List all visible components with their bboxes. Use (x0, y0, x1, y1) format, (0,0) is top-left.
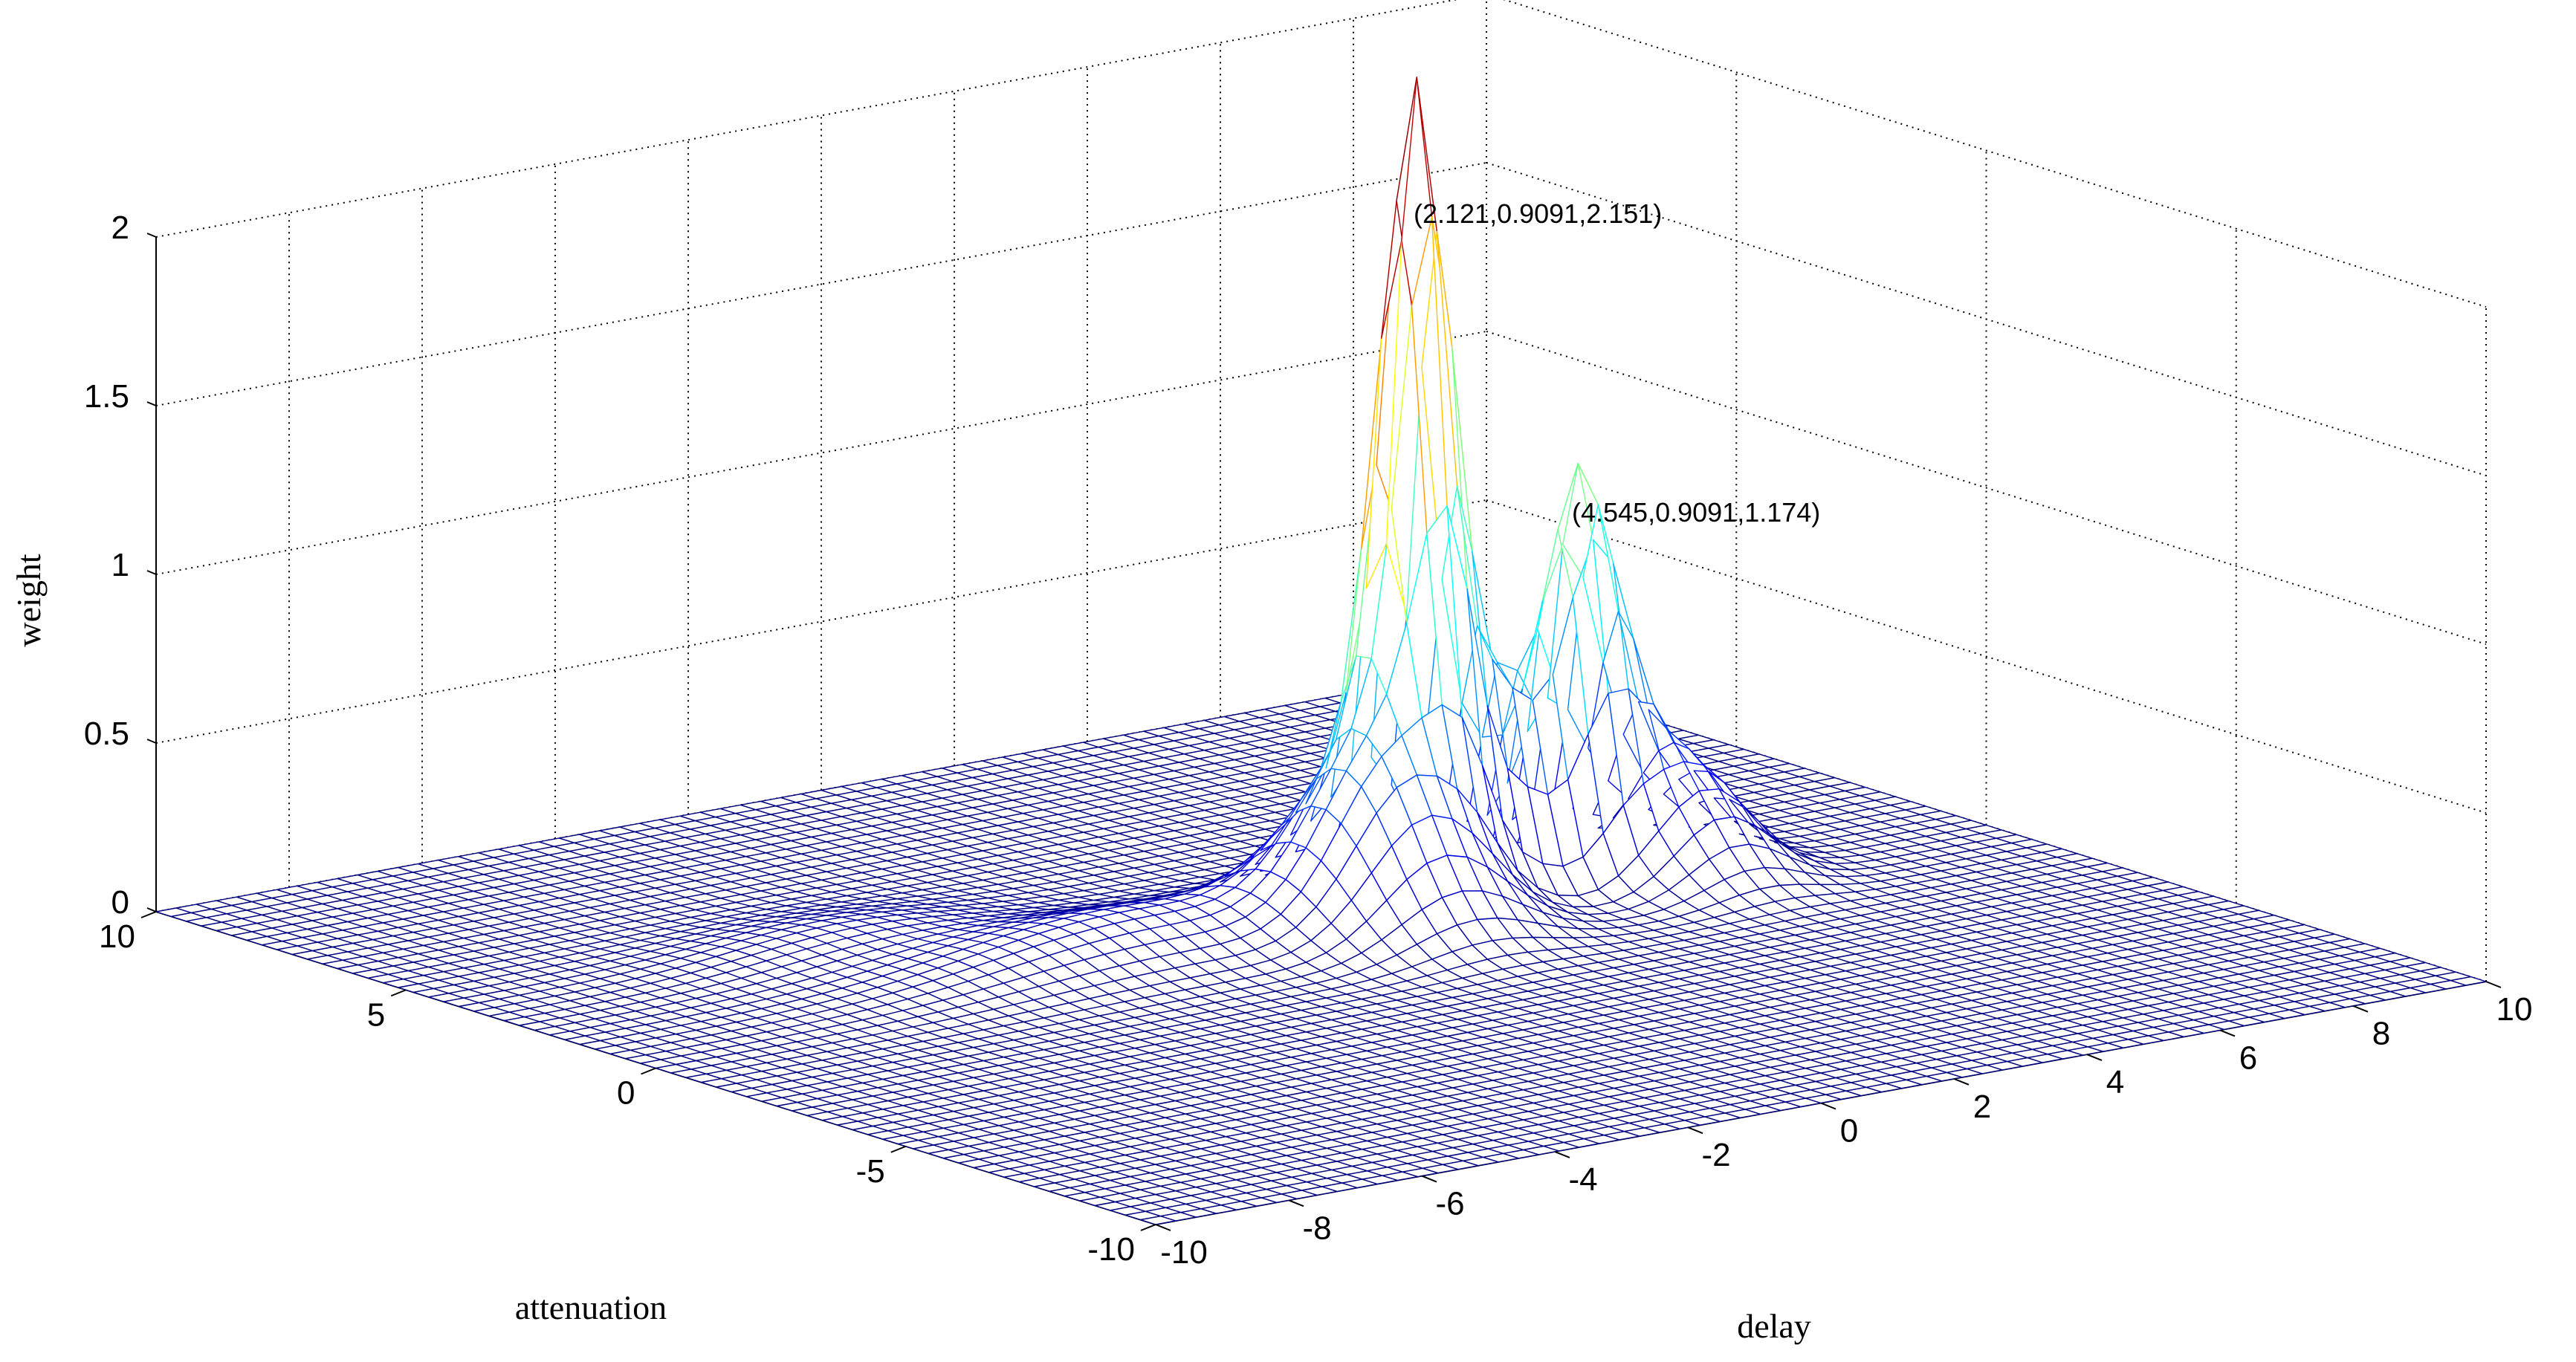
y-tick-label: 0 (617, 1075, 635, 1112)
x-tick-label: -8 (1302, 1210, 1331, 1246)
y-tick-label: 5 (367, 996, 385, 1033)
y-tick (140, 911, 157, 918)
x-tick (1288, 1199, 1304, 1207)
y-tick-label: -10 (1087, 1231, 1135, 1268)
x-tick-label: -10 (1160, 1234, 1208, 1271)
y-axis-label: attenuation (515, 1288, 667, 1326)
grid-line (1486, 499, 2487, 814)
surface-mesh (155, 77, 2487, 1225)
x-tick-label: 2 (1973, 1089, 1991, 1125)
z-tick (146, 401, 157, 406)
y-tick (390, 989, 407, 997)
x-tick-label: 10 (2496, 991, 2533, 1028)
x-tick (1421, 1175, 1437, 1183)
z-tick (146, 233, 157, 238)
x-tick-label: 0 (1840, 1113, 1858, 1149)
x-axis-label: delay (1737, 1307, 1811, 1345)
grid-line (1486, 162, 2487, 476)
x-tick (2485, 981, 2502, 988)
annotation-peak-2: (4.545,0.9091,1.174) (1572, 497, 1820, 528)
annotation-peak-1: (2.121,0.9091,2.151) (1414, 198, 1662, 229)
x-tick (1155, 1224, 1171, 1231)
x-tick-label: 6 (2239, 1040, 2257, 1076)
z-tick (146, 739, 157, 744)
x-tick-label: 8 (2372, 1016, 2390, 1052)
x-tick (1953, 1077, 1970, 1086)
grid-line (1486, 331, 2487, 645)
x-tick (1554, 1150, 1570, 1158)
x-tick (1820, 1102, 1836, 1110)
y-tick (641, 1067, 656, 1075)
z-tick-label: 0 (111, 884, 129, 921)
y-tick (890, 1145, 907, 1153)
x-tick-label: -2 (1701, 1137, 1730, 1173)
x-tick-label: -6 (1435, 1186, 1464, 1222)
z-tick-label: 1 (111, 547, 129, 583)
x-tick (2086, 1054, 2103, 1062)
z-tick (146, 570, 157, 575)
z-tick-label: 0.5 (84, 716, 129, 752)
z-tick (146, 907, 157, 912)
x-tick (2219, 1029, 2236, 1037)
x-tick (2352, 1005, 2369, 1013)
x-tick (1687, 1126, 1703, 1135)
x-tick-label: -4 (1568, 1161, 1597, 1198)
y-tick-label: -5 (856, 1153, 885, 1190)
x-tick-label: 4 (2106, 1064, 2124, 1100)
y-tick (1140, 1224, 1156, 1231)
z-tick-label: 1.5 (84, 378, 129, 415)
z-axis-label: weight (10, 554, 48, 646)
y-tick-label: 10 (99, 918, 135, 955)
z-tick-label: 2 (111, 210, 129, 246)
grid-line (1503, 0, 2487, 308)
